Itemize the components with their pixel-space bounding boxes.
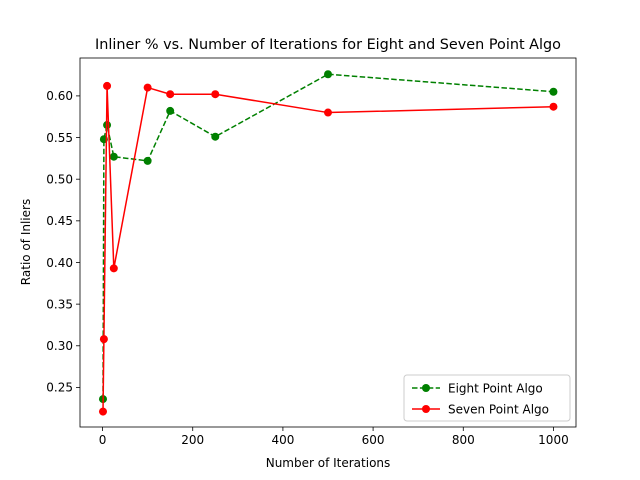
legend-box: [403, 374, 571, 422]
y-tick-label: 0.40: [46, 256, 73, 270]
y-tick-label: 0.25: [46, 381, 73, 395]
x-axis-label: Number of Iterations: [266, 456, 391, 470]
data-point: [143, 83, 152, 92]
y-tick-label: 0.55: [46, 131, 73, 145]
y-tick-label: 0.50: [46, 172, 73, 186]
data-point: [143, 156, 152, 165]
data-point: [166, 106, 175, 115]
x-tick-label: 800: [452, 433, 475, 447]
data-point: [549, 87, 558, 96]
x-tick-label: 0: [99, 433, 107, 447]
legend-marker-0: [422, 384, 430, 392]
legend-label-0: Eight Point Algo: [448, 381, 543, 395]
y-axis-label: Ratio of Inliers: [19, 199, 33, 285]
data-point: [211, 90, 220, 99]
data-point: [98, 407, 107, 416]
legend-label-1: Seven Point Algo: [448, 402, 549, 416]
data-point: [211, 132, 220, 141]
y-tick-label: 0.45: [46, 214, 73, 228]
data-point: [99, 335, 108, 344]
data-point: [549, 102, 558, 111]
data-point: [324, 108, 332, 117]
y-tick-label: 0.35: [46, 297, 73, 311]
series-line-0: [102, 73, 554, 400]
chart-title: Inliner % vs. Number of Iterations for E…: [95, 37, 561, 53]
axes-frame: [79, 57, 577, 428]
y-tick-label: 0.60: [46, 89, 73, 103]
x-tick-label: 400: [271, 433, 294, 447]
data-point: [103, 81, 112, 90]
data-point: [109, 264, 118, 273]
data-point: [109, 152, 118, 161]
series-line-1: [102, 85, 554, 412]
legend-marker-1: [422, 405, 430, 413]
y-tick-label: 0.30: [46, 339, 73, 353]
x-tick-label: 1000: [538, 433, 569, 447]
plot-area: 0 200 400 600 800 1000 0.25 0.30 0.35 0.40 0.45 0.5…: [46, 57, 577, 447]
data-point: [324, 70, 332, 79]
data-point: [166, 90, 175, 99]
x-tick-label: 200: [181, 433, 204, 447]
x-tick-label: 600: [362, 433, 385, 447]
